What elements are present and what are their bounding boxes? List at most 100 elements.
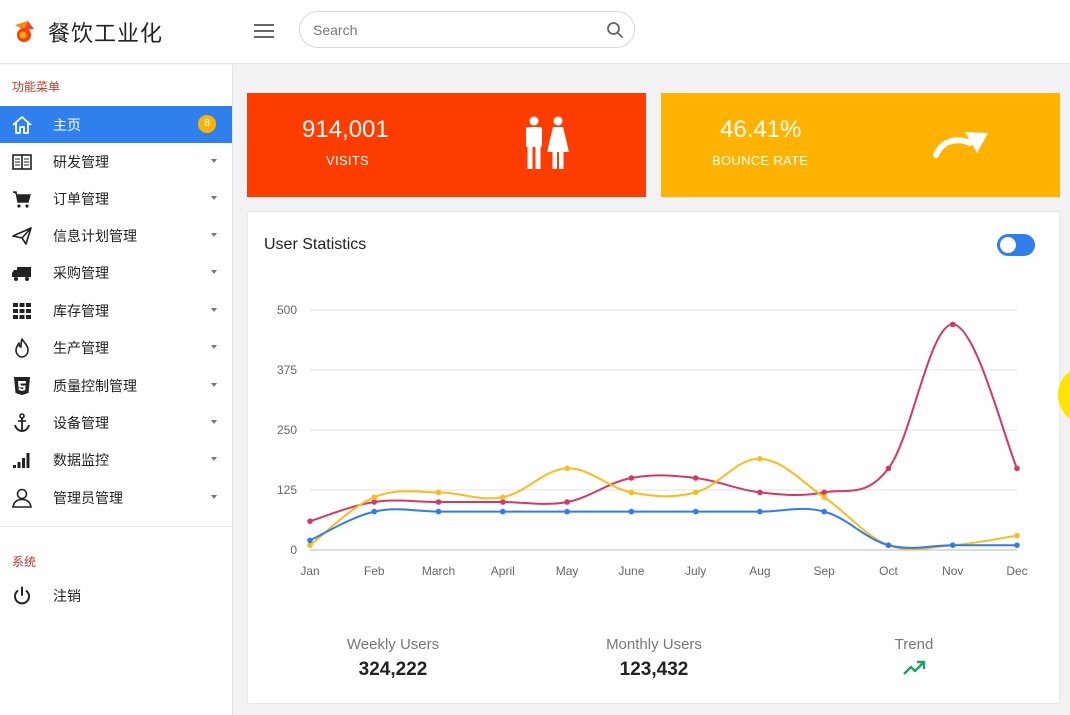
sidebar: 功能菜单 主页 8 研发管理 订单管理 信息计划管理 采购管理 库存管理 生产管…: [0, 65, 233, 715]
brand[interactable]: 餐饮工业化: [12, 16, 163, 48]
data-point: [435, 489, 442, 496]
monthly-users-value: 123,432: [619, 659, 689, 680]
weekly-users-summary: Weekly Users 324,222: [293, 636, 493, 681]
hamburger-menu-icon[interactable]: [252, 20, 276, 44]
data-point: [307, 537, 313, 544]
visits-card: 914,001 VISITS: [247, 93, 646, 197]
toggle-knob: [1000, 237, 1016, 253]
caret-down-icon: [211, 308, 217, 312]
statistics-toggle[interactable]: [997, 234, 1035, 256]
bounce-rate-card: 46.41% BOUNCE RATE: [661, 93, 1060, 197]
x-tick-label: Aug: [749, 564, 770, 578]
data-point: [435, 499, 442, 505]
sidebar-item-label: 管理员管理: [53, 490, 123, 507]
sidebar-item-label: 注销: [53, 588, 81, 605]
sidebar-item-inventory[interactable]: 库存管理: [0, 292, 232, 329]
grid-icon: [13, 303, 31, 319]
panel-title: User Statistics: [264, 236, 367, 253]
sidebar-item-logout[interactable]: 注销: [0, 577, 232, 614]
data-point: [692, 475, 699, 481]
top-bar: 餐饮工业化: [0, 0, 1070, 64]
sidebar-item-equipment[interactable]: 设备管理: [0, 404, 232, 441]
signal-icon: [13, 453, 30, 468]
caret-down-icon: [211, 270, 217, 274]
caret-down-icon: [211, 196, 217, 200]
trend-summary: Trend: [814, 636, 1014, 677]
sidebar-item-rnd[interactable]: 研发管理: [0, 143, 232, 180]
data-point: [500, 499, 506, 505]
sidebar-item-label: 库存管理: [53, 303, 109, 320]
sidebar-item-planning[interactable]: 信息计划管理: [0, 217, 232, 254]
sidebar-item-monitoring[interactable]: 数据监控: [0, 441, 232, 478]
sidebar-item-orders[interactable]: 订单管理: [0, 180, 232, 217]
x-tick-label: March: [422, 564, 455, 578]
x-tick-label: April: [491, 564, 515, 578]
data-point: [564, 499, 570, 505]
sidebar-item-purchasing[interactable]: 采购管理: [0, 254, 232, 291]
caret-down-icon: [211, 495, 217, 499]
sidebar-item-label: 设备管理: [53, 415, 109, 432]
sidebar-item-admins[interactable]: 管理员管理: [0, 479, 232, 516]
series-line-2: [309, 507, 1017, 549]
sidebar-divider: [0, 526, 232, 527]
data-point: [885, 465, 892, 472]
people-icon: [526, 116, 569, 169]
bounce-rate-value: 46.41%: [720, 116, 802, 143]
sidebar-item-quality[interactable]: 质量控制管理: [0, 367, 232, 404]
data-point: [821, 489, 827, 496]
y-tick-label: 375: [277, 363, 297, 377]
x-tick-label: Feb: [364, 564, 385, 578]
truck-icon: [12, 267, 31, 281]
x-tick-label: Jan: [300, 564, 319, 578]
sidebar-item-production[interactable]: 生产管理: [0, 329, 232, 366]
bounce-rate-caption: BOUNCE RATE: [712, 153, 809, 168]
trend-label: Trend: [894, 636, 934, 653]
data-point: [692, 508, 699, 515]
search-icon[interactable]: [606, 21, 624, 39]
data-point: [628, 475, 635, 481]
cart-icon: [13, 191, 31, 208]
caret-down-icon: [211, 159, 217, 163]
user-icon: [12, 488, 32, 508]
x-tick-label: Dec: [1006, 564, 1027, 578]
caret-down-icon: [211, 345, 217, 349]
data-point: [821, 508, 827, 515]
caret-down-icon: [211, 420, 217, 424]
x-tick-label: Sep: [814, 564, 836, 578]
series-line-1: [309, 457, 1018, 551]
data-point: [307, 518, 313, 524]
data-point: [757, 489, 763, 496]
sidebar-item-label: 信息计划管理: [53, 228, 137, 245]
book-icon: [12, 154, 32, 170]
power-icon: [14, 586, 30, 605]
data-point: [500, 494, 506, 501]
visits-caption: VISITS: [326, 153, 369, 168]
data-point: [949, 542, 956, 548]
data-point: [821, 494, 827, 501]
x-tick-label: Oct: [879, 564, 898, 578]
sidebar-item-label: 生产管理: [53, 340, 109, 357]
caret-down-icon: [211, 383, 217, 387]
data-point: [757, 508, 763, 515]
sidebar-section-label: 功能菜单: [12, 80, 61, 94]
search-input[interactable]: [313, 20, 593, 40]
search-box: [299, 11, 635, 48]
caret-down-icon: [211, 233, 217, 237]
data-point: [628, 489, 635, 496]
data-point: [757, 456, 763, 462]
sidebar-item-label: 质量控制管理: [53, 378, 137, 395]
x-tick-label: May: [556, 564, 579, 578]
caret-down-icon: [211, 457, 217, 461]
data-point: [435, 508, 442, 515]
sidebar-item-home[interactable]: 主页 8: [0, 106, 232, 143]
data-point: [1014, 532, 1020, 539]
data-point: [564, 508, 570, 515]
weekly-users-value: 324,222: [358, 659, 428, 680]
visits-value: 914,001: [302, 116, 389, 143]
x-tick-label: June: [618, 564, 644, 578]
sidebar-item-label: 采购管理: [53, 265, 109, 282]
sidebar-item-label: 主页: [53, 117, 81, 134]
x-tick-label: Nov: [942, 564, 963, 578]
y-tick-label: 125: [277, 483, 297, 497]
redo-arrow-icon: [933, 132, 988, 158]
